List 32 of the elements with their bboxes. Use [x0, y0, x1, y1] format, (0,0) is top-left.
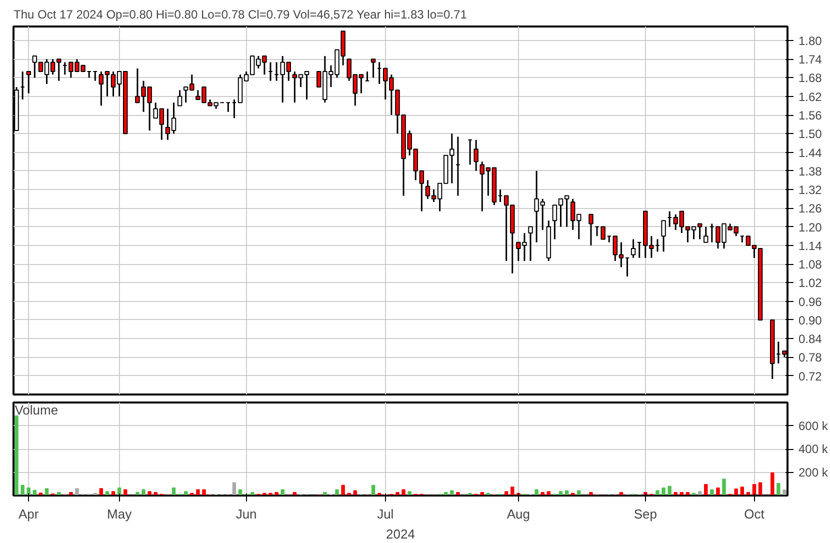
y-tick-label: 1.20: [798, 220, 822, 234]
x-tick-label: May: [107, 506, 132, 522]
y-tick-label: 0.72: [798, 369, 822, 384]
y-tick-label: 1.44: [798, 146, 822, 160]
y-tick-label: 0.96: [798, 294, 822, 309]
y-tick-label: 1.80: [798, 34, 822, 48]
y-tick-label: 0.84: [798, 332, 822, 346]
y-tick-label: 1.38: [798, 164, 822, 178]
x-tick-label: Apr: [18, 506, 40, 522]
chart-subtitle: Thu Oct 17 2024 Op=0.80 Hi=0.80 Lo=0.78 Cl=0.79 Vol=46,572 Year hi=1.83 lo=0.71: [14, 8, 468, 22]
x-tick-label: Jul: [377, 506, 394, 522]
x-tick-label: Jun: [236, 506, 257, 522]
y-tick-label: 1.26: [798, 202, 822, 216]
y-tick-label: 1.14: [798, 238, 822, 253]
x-tick-label: Sep: [634, 506, 657, 522]
x-axis-title: 2024: [386, 526, 415, 542]
y-tick-label: 1.02: [798, 276, 822, 290]
y-tick-label: 1.08: [798, 258, 822, 272]
y-tick-label: 1.50: [798, 127, 822, 142]
y-tick-label: 1.32: [798, 183, 822, 198]
y-tick-label: 1.74: [798, 52, 822, 67]
y-tick-label: 400 k: [798, 442, 829, 456]
y-tick-label: 600 k: [798, 418, 829, 433]
y-tick-label: 200 k: [798, 465, 829, 480]
x-tick-label: Oct: [744, 506, 765, 522]
y-tick-label: 0.78: [798, 350, 822, 365]
y-tick-label: 1.62: [798, 90, 822, 104]
x-tick-label: Aug: [506, 506, 530, 522]
y-tick-label: 0.90: [798, 313, 822, 328]
y-tick-label: 1.68: [798, 71, 822, 86]
chart-title: Volume: [14, 402, 58, 418]
y-tick-label: 1.56: [798, 108, 822, 123]
